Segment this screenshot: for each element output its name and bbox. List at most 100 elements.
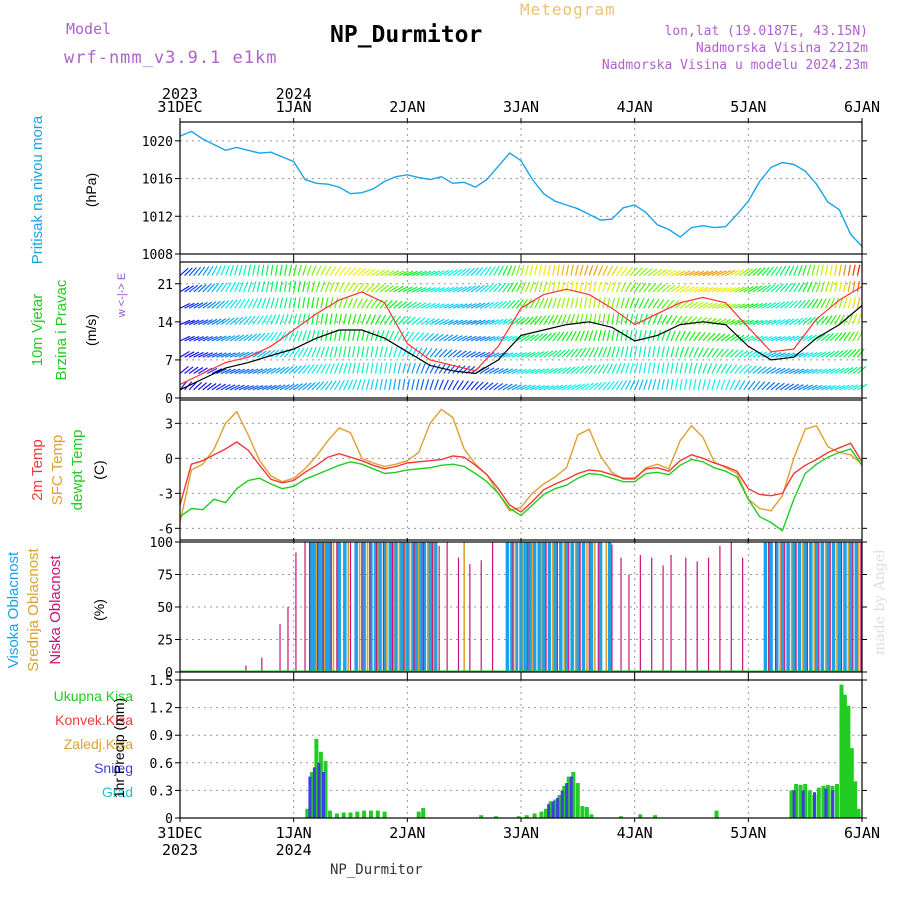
precip-legend-3: Snijeg xyxy=(94,760,133,776)
precip-total-bar xyxy=(348,812,353,818)
precip-total-bar xyxy=(798,784,803,818)
temperature-sfc-line xyxy=(179,408,863,523)
precip-snow-bar xyxy=(547,804,551,818)
top-day-label-0: 31DEC xyxy=(157,98,202,116)
model-label: Model xyxy=(66,20,112,38)
clouds-panel: 0 25 50 75 100 xyxy=(150,536,867,681)
precip-snow-bar xyxy=(308,776,312,818)
top-day-label-1: 1JAN xyxy=(276,98,312,116)
temperature-panel: -6 -3 0 3 xyxy=(157,396,867,544)
model-name: wrf-nmm_v3.9.1 e1km xyxy=(64,48,278,68)
precip-total-bar xyxy=(580,806,585,818)
precip-total-bar xyxy=(305,808,310,818)
temperature-dew-line xyxy=(179,448,863,532)
temperature-ytick-label-3: 3 xyxy=(165,417,173,432)
precip-total-bar xyxy=(638,814,643,818)
precip-total-bar xyxy=(323,761,328,818)
meteogram-label: Meteogram xyxy=(520,0,616,19)
precip-total-bar xyxy=(516,816,521,818)
precip-ytick-label-1: 0.3 xyxy=(150,784,173,799)
footer-title: NP_Durmitor xyxy=(330,862,423,878)
temperature-ytick-label-0: -6 xyxy=(157,522,173,537)
precip-total-bar xyxy=(821,785,826,818)
pressure-ytick-label-1: 1012 xyxy=(142,210,173,225)
model-altitude-label: Nadmorska Visina u modelu 2024.23m xyxy=(601,58,868,73)
precip-total-bar xyxy=(842,694,847,818)
wind-ytick-label-0: 0 xyxy=(165,392,173,407)
precip-snow-bar xyxy=(813,792,816,818)
clouds-ytick-label-0: 0 xyxy=(165,666,173,681)
top-day-label-3: 3JAN xyxy=(503,98,539,116)
precip-total-bar xyxy=(362,810,367,818)
precip-total-bar xyxy=(849,748,854,818)
clouds-ytick-label-4: 100 xyxy=(150,536,173,551)
pressure-unit: (hPa) xyxy=(83,173,99,207)
location-label: lon,lat (19.0187E, 43.15N) xyxy=(664,24,869,39)
precip-legend-2: Zaledj.Kisa xyxy=(64,736,133,752)
pressure-ytick-label-2: 1016 xyxy=(142,173,173,188)
wind-ylabel-sub: Brzina i Pravac xyxy=(53,279,70,380)
temperature-ylabel-t2m: 2m Temp xyxy=(29,439,46,500)
wind-barbs xyxy=(179,264,868,391)
precip-total-bar xyxy=(789,790,794,818)
wind-ytick-label-3: 21 xyxy=(157,278,173,293)
top-day-label-2: 2JAN xyxy=(389,98,425,116)
precip-total-bar xyxy=(825,784,830,818)
wind-panel: 0 7 14 21 xyxy=(157,258,868,407)
precip-total-bar xyxy=(548,801,553,818)
precip-total-bars xyxy=(305,684,861,818)
precip-total-bar xyxy=(816,787,821,818)
precip-total-bar xyxy=(835,784,839,818)
precip-total-bar xyxy=(309,772,314,818)
precip-legend-1: Konvek.Kisa xyxy=(55,712,133,728)
precip-ytick-label-5: 1.5 xyxy=(150,674,173,689)
top-day-label-6: 6JAN xyxy=(844,98,880,116)
precip-total-bar xyxy=(524,815,529,818)
precip-snow-bar xyxy=(565,783,569,818)
precip-total-bar xyxy=(328,810,332,818)
wind-ytick-label-2: 14 xyxy=(157,316,173,331)
clouds-border xyxy=(179,541,863,673)
wind-ytick-label-1: 7 xyxy=(165,354,173,369)
precip-snow-bar xyxy=(801,790,805,818)
temperature-unit: (C) xyxy=(91,460,107,479)
precip-total-bar xyxy=(532,813,537,818)
precip-total-bar xyxy=(589,814,594,818)
precip-total-bar xyxy=(584,807,589,818)
temperature-ytick-label-1: -3 xyxy=(157,487,173,502)
precip-panel: 0 0.3 0.6 0.9 1.2 1.5 xyxy=(150,674,867,827)
precip-total-bar xyxy=(494,816,498,818)
precip-ytick-label-0: 0 xyxy=(165,812,173,827)
precip-total-bar xyxy=(369,810,373,818)
precip-total-bar xyxy=(382,811,387,818)
precip-total-bar xyxy=(416,811,421,818)
bottom-day-label-0: 31DEC xyxy=(157,824,202,842)
precip-total-bar xyxy=(575,783,580,818)
precip-total-bar xyxy=(566,776,571,818)
precip-total-bar xyxy=(856,808,861,818)
bottom-day-label-6: 6JAN xyxy=(844,824,880,842)
precip-total-bar xyxy=(619,816,623,818)
precip-total-bar xyxy=(355,811,360,818)
precip-border xyxy=(179,679,863,819)
bottom-day-label-3: 3JAN xyxy=(503,824,539,842)
clouds-ylabel-low: Niska Oblacnost xyxy=(47,555,64,665)
wind-unit: (m/s) xyxy=(83,314,99,346)
clouds-ytick-label-3: 75 xyxy=(157,569,173,584)
top-day-label-4: 4JAN xyxy=(617,98,653,116)
precip-legend-4: Grad xyxy=(102,784,133,800)
wind-direction-legend: w <-|-> E xyxy=(116,273,128,318)
precip-total-bar xyxy=(314,738,319,818)
precip-total-bar xyxy=(714,810,719,818)
precip-total-bar xyxy=(318,751,323,818)
precip-total-bar xyxy=(557,795,562,818)
precip-snow-bar xyxy=(824,788,828,818)
pressure-line xyxy=(179,130,863,247)
precip-legend-0: Ukupna Kisa xyxy=(54,688,134,704)
precip-snow-bar xyxy=(560,790,564,818)
bottom-year-label-1: 2024 xyxy=(276,841,312,859)
clouds-ylabel-high: Visoka Oblacnost xyxy=(5,551,22,668)
precip-snow-bar xyxy=(312,767,316,818)
top-year-label-0: 2023 xyxy=(162,85,198,103)
